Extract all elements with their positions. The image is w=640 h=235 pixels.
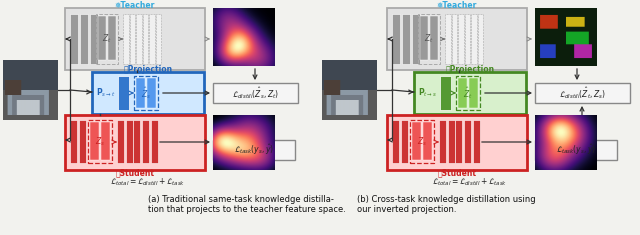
Text: 🔥Projection: 🔥Projection [124,66,173,74]
Bar [213,140,295,160]
Text: 🔥Projection: 🔥Projection [445,66,495,74]
Bar [471,14,477,64]
Text: ❅Teacher: ❅Teacher [115,1,155,11]
Text: $\hat{Z}_s$: $\hat{Z}_s$ [141,85,151,101]
Bar [464,120,471,163]
Bar [412,14,420,64]
Bar [387,8,527,70]
Bar [213,83,298,103]
Bar [117,120,124,163]
Bar [455,120,462,163]
Bar [456,76,480,110]
Text: $\hat{Z}_t$: $\hat{Z}_t$ [463,85,473,101]
Bar [80,14,88,64]
Bar [98,16,106,60]
Bar [136,14,141,64]
Bar [448,120,455,163]
Text: ❅Teacher: ❅Teacher [437,1,477,11]
Bar [420,16,428,60]
Bar [118,76,129,110]
Text: $Z_t$: $Z_t$ [102,33,112,45]
Text: $\mathbf{P}_{s\rightarrow t}$: $\mathbf{P}_{s\rightarrow t}$ [97,87,116,99]
Bar [458,78,467,108]
Text: $\mathcal{L}_{total} = \mathcal{L}_{distill} + \mathcal{L}_{task}$: $\mathcal{L}_{total} = \mathcal{L}_{dist… [433,176,508,188]
Bar [465,14,470,64]
Bar [151,120,158,163]
Bar [414,72,526,114]
Bar [418,14,440,64]
Bar [134,76,158,110]
Bar [92,72,204,114]
Bar [439,120,446,163]
Text: $\mathcal{L}_{total} = \mathcal{L}_{distill} + \mathcal{L}_{task}$: $\mathcal{L}_{total} = \mathcal{L}_{dist… [111,176,186,188]
Bar [535,83,630,103]
Bar [156,14,161,64]
Bar [445,14,451,64]
Bar [412,122,421,160]
Bar [392,14,400,64]
Bar [147,78,156,108]
Text: $\mathbf{P}_{t\rightarrow s}$: $\mathbf{P}_{t\rightarrow s}$ [419,87,438,99]
Bar [387,115,527,170]
Bar [401,120,408,163]
Bar [469,78,478,108]
Bar [90,122,99,160]
Bar [65,115,205,170]
Bar [143,14,148,64]
Bar [70,120,77,163]
Bar [136,78,145,108]
Text: $Z_s$: $Z_s$ [417,136,427,148]
Text: 🔥Student: 🔥Student [115,168,154,177]
Bar [392,120,399,163]
Bar [70,14,78,64]
Text: (b) Cross-task knowledge distillation using
our inverted projection.: (b) Cross-task knowledge distillation us… [357,195,536,214]
Bar [410,120,434,163]
Bar [108,16,116,60]
Bar [101,122,110,160]
Bar [126,120,133,163]
Text: $\mathcal{L}_{task}(y_s, \hat{y})$: $\mathcal{L}_{task}(y_s, \hat{y})$ [556,143,596,157]
Text: $\mathcal{L}_{distill}(\hat{Z}_s, Z_t)$: $\mathcal{L}_{distill}(\hat{Z}_s, Z_t)$ [232,85,278,101]
Bar [129,14,135,64]
Bar [133,120,140,163]
Bar [79,120,86,163]
Text: $Z_s$: $Z_s$ [95,136,105,148]
Text: $\mathcal{L}_{task}(y_s, \hat{y})$: $\mathcal{L}_{task}(y_s, \hat{y})$ [234,143,274,157]
Text: (a) Traditional same-task knowledge distilla-
tion that projects to the teacher : (a) Traditional same-task knowledge dist… [148,195,346,214]
Bar [149,14,154,64]
Bar [423,122,432,160]
Bar [90,14,98,64]
Bar [440,76,451,110]
Bar [430,16,438,60]
Bar [535,140,617,160]
Bar [473,120,480,163]
Text: $\mathcal{L}_{distill}(\hat{Z}_t, Z_s)$: $\mathcal{L}_{distill}(\hat{Z}_t, Z_s)$ [559,85,605,101]
Bar [123,14,129,64]
Bar [477,14,483,64]
Bar [458,14,463,64]
Text: $Z_t$: $Z_t$ [424,33,434,45]
Text: 🔥Student: 🔥Student [438,168,477,177]
Bar [402,14,410,64]
Bar [88,120,112,163]
Bar [96,14,118,64]
Bar [142,120,149,163]
Bar [65,8,205,70]
Bar [451,14,457,64]
